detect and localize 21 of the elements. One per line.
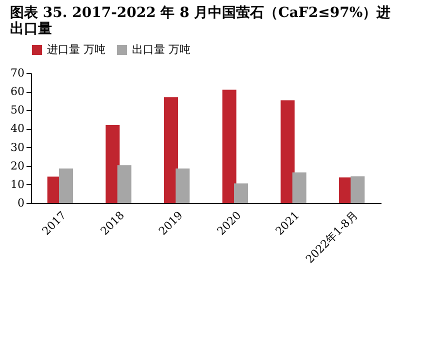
chart-title: 图表 35. 2017-2022 年 8 月中国萤石（CaF2≤97%）进出口量	[10, 5, 391, 37]
bar	[176, 168, 190, 203]
y-tick-label: 50	[10, 104, 24, 117]
bar	[280, 100, 295, 203]
y-tick-label: 20	[10, 159, 24, 172]
y-tick-label: 0	[18, 196, 24, 210]
bar	[222, 90, 236, 203]
y-tick-label: 40	[10, 122, 24, 136]
y-tick-label: 10	[10, 178, 24, 191]
bar	[164, 97, 178, 203]
y-tick-label: 60	[10, 85, 24, 98]
bar	[59, 168, 73, 203]
legend-label: 进口量 万吨	[47, 43, 106, 56]
bar	[350, 176, 365, 203]
bar	[292, 172, 306, 203]
bar	[234, 183, 248, 203]
legend-label: 出口量 万吨	[132, 43, 190, 56]
y-tick-label: 70	[10, 66, 24, 80]
bar	[106, 125, 120, 203]
y-tick-label: 30	[10, 140, 24, 154]
bar	[117, 165, 132, 203]
